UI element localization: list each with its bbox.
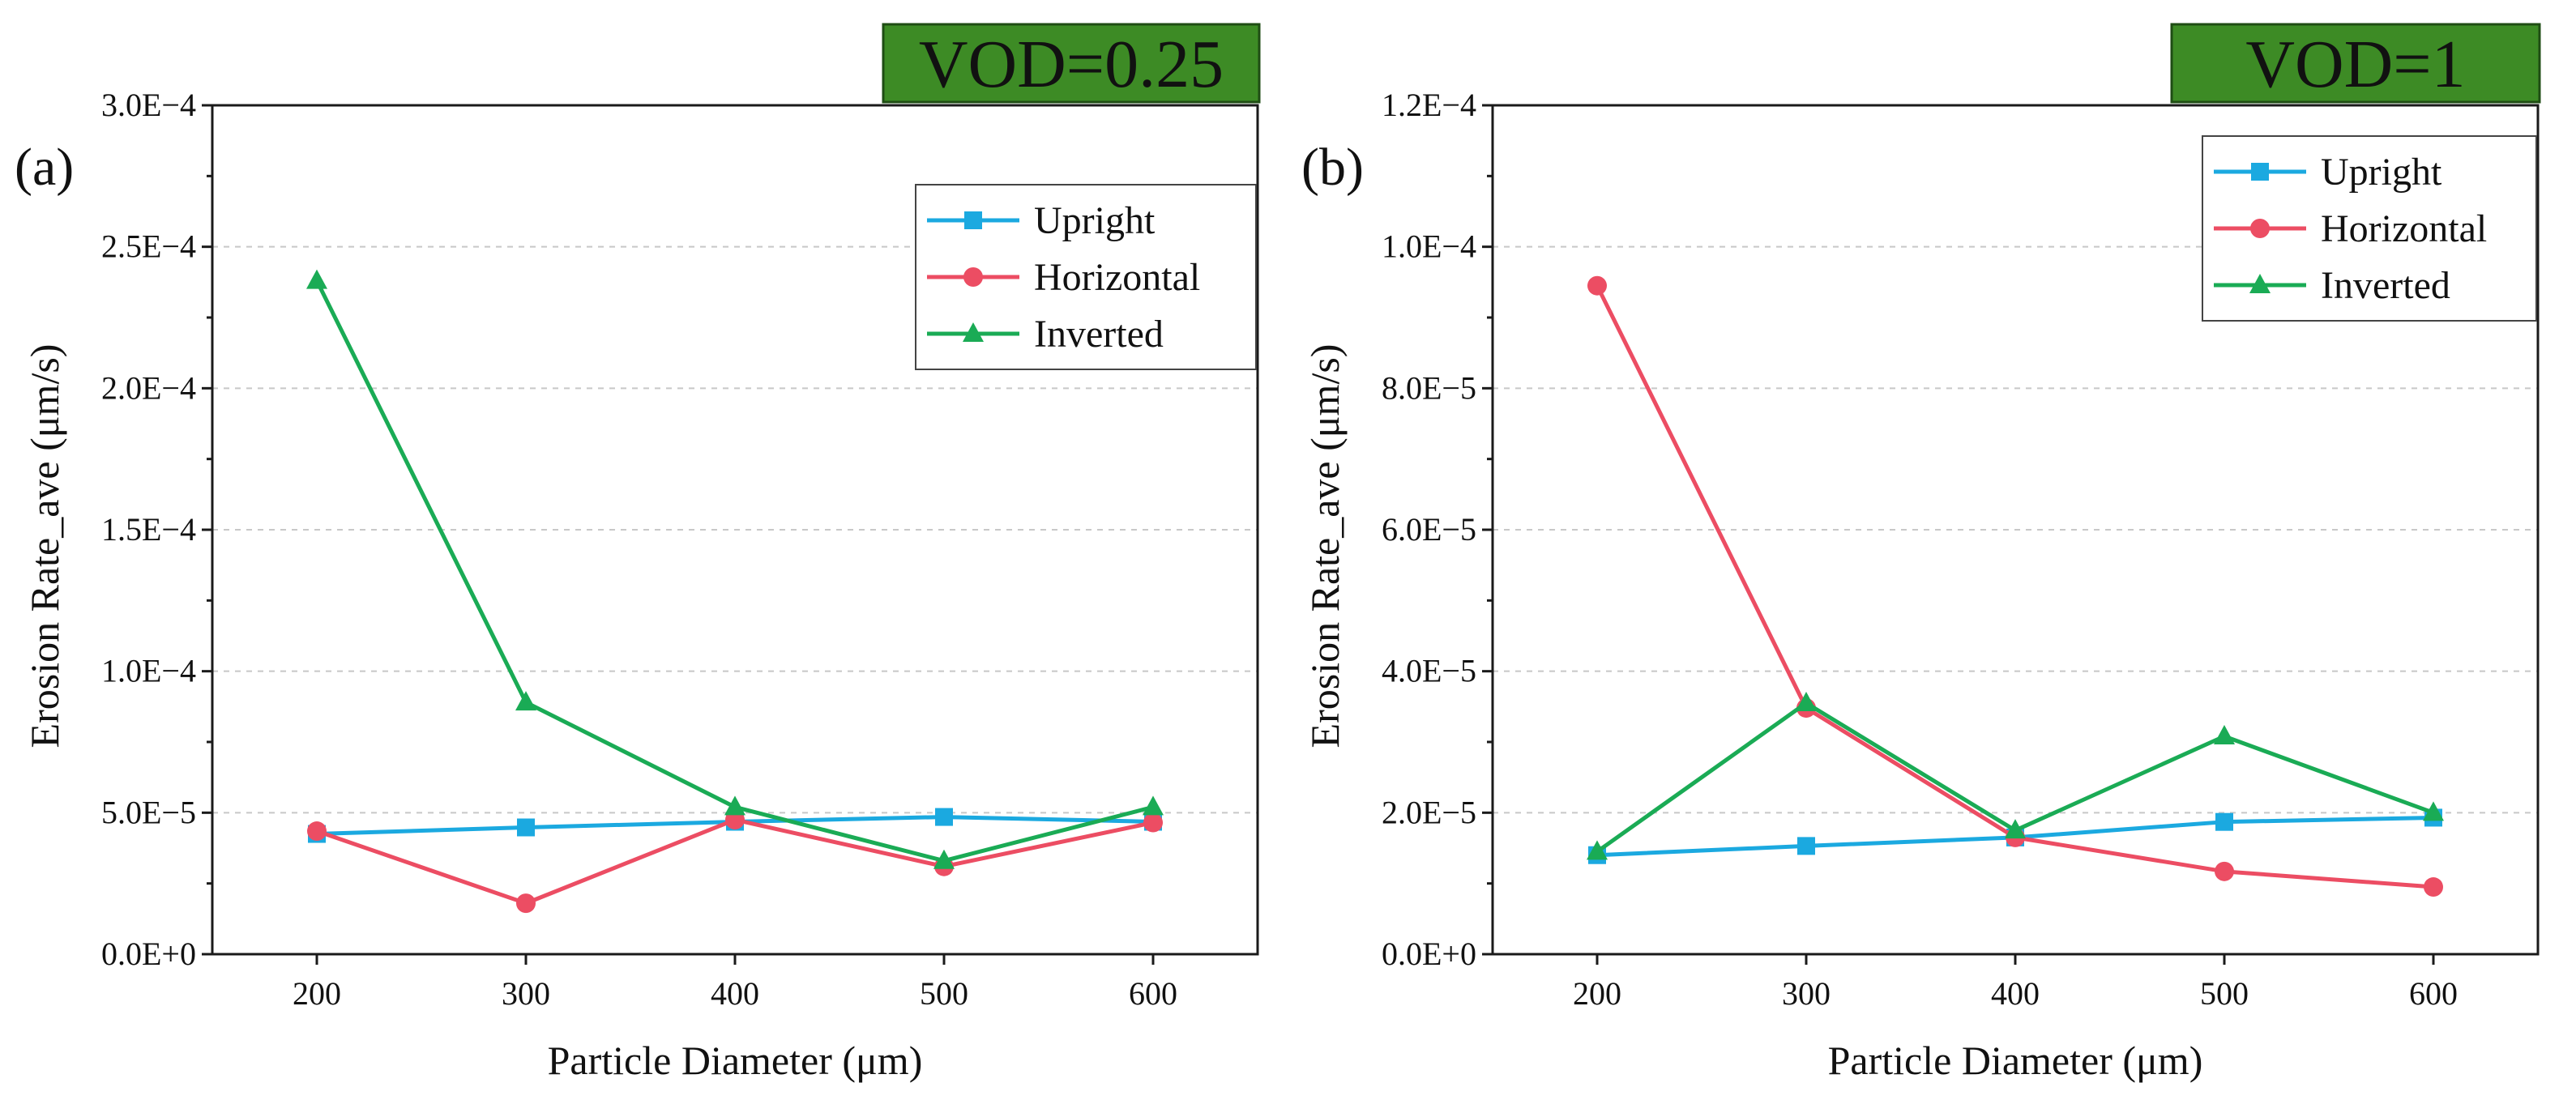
y-tick-label: 0.0E+0 [1382, 936, 1476, 972]
series-line [1595, 284, 2434, 889]
x-tick-label: 200 [293, 975, 341, 1012]
x-axis-title: Particle Diameter (μm) [548, 1038, 923, 1083]
legend-marker-circle [2250, 219, 2270, 238]
chart-panel-b: VOD=1 (b) 0.0E+0 2.0E−5 4.0E−5 6.0E−5 8.0E−5 1.… [1301, 23, 2541, 1083]
x-tick-label: 500 [2200, 975, 2249, 1012]
data-point [1796, 691, 1817, 711]
vod-banner [882, 23, 1261, 104]
data-point [307, 821, 327, 842]
data-point [1143, 795, 1164, 816]
legend-label: Upright [2321, 151, 2442, 194]
legend-label: Horizontal [1034, 256, 1200, 299]
data-point [306, 269, 327, 289]
legend-label: Upright [1034, 199, 1156, 242]
data-point [1797, 837, 1815, 855]
legend: Upright Horizontal Inverted [915, 184, 1257, 370]
series-inverted [306, 269, 1164, 869]
y-tick-label: 2.0E−4 [101, 369, 196, 406]
y-tick-label: 1.5E−4 [101, 511, 196, 548]
data-point [517, 818, 535, 837]
legend-marker-circle [963, 267, 983, 287]
legend-label: Inverted [1034, 313, 1164, 356]
panel-label: (a) [15, 138, 74, 197]
data-point [516, 893, 536, 914]
x-tick-label: 600 [1129, 975, 1177, 1012]
y-axis-title: Erosion Rate_ave (μm/s) [22, 344, 67, 748]
y-tick-label: 1.0E−4 [101, 653, 196, 689]
y-tick-label: 6.0E−5 [1382, 511, 1476, 548]
legend: Upright Horizontal Inverted [2202, 135, 2537, 322]
series-horizontal [1587, 275, 2443, 897]
y-tick-label: 5.0E−5 [101, 794, 196, 830]
legend-marker-square [2251, 163, 2269, 181]
x-tick-label: 200 [1573, 975, 1621, 1012]
legend-marker-triangle [963, 322, 984, 342]
legend-label: Horizontal [2321, 207, 2487, 250]
data-point [2214, 725, 2235, 745]
data-point [1587, 840, 1608, 860]
data-point [2424, 877, 2443, 897]
y-tick-label: 2.5E−4 [101, 228, 196, 265]
y-tick-label: 2.0E−5 [1382, 794, 1476, 830]
vod-banner-label: VOD=1 [2245, 27, 2465, 102]
y-tick-label: 1.0E−4 [1382, 228, 1476, 265]
x-axis-title: Particle Diameter (μm) [1828, 1038, 2203, 1083]
series-line [316, 817, 1154, 906]
x-tick-label: 300 [502, 975, 550, 1012]
data-point [2215, 861, 2234, 881]
y-tick-label: 1.2E−4 [1382, 87, 1476, 123]
vod-banner [2170, 23, 2541, 104]
y-tick-label: 0.0E+0 [101, 936, 196, 972]
x-tick-label: 400 [1991, 975, 2040, 1012]
x-tick-label: 300 [1782, 975, 1831, 1012]
data-point [515, 691, 536, 711]
data-point [1587, 275, 1607, 296]
legend-marker-triangle [2249, 274, 2271, 293]
data-point [2005, 819, 2026, 839]
data-point [1143, 812, 1163, 833]
data-point [2215, 812, 2233, 831]
legend-marker-square [964, 211, 982, 229]
data-point [2423, 801, 2444, 821]
legend-label: Inverted [2321, 264, 2450, 307]
y-axis-title: Erosion Rate_ave (μm/s) [1302, 344, 1348, 748]
series-inverted [1587, 691, 2444, 860]
data-point [935, 808, 953, 826]
data-point [724, 795, 745, 816]
series-horizontal [307, 810, 1163, 914]
x-tick-label: 400 [711, 975, 759, 1012]
vod-banner-label: VOD=0.25 [919, 27, 1224, 102]
x-tick-label: 600 [2409, 975, 2458, 1012]
y-tick-label: 4.0E−5 [1382, 653, 1476, 689]
chart-panel-a: VOD=0.25 (a) 0.0E+0 5.0E−5 1.0E−4 1.5E−4 2.0E−… [15, 23, 1261, 1083]
y-tick-label: 8.0E−5 [1382, 369, 1476, 406]
y-tick-label: 3.0E−4 [101, 87, 196, 123]
panel-label: (b) [1301, 138, 1364, 197]
data-point [933, 849, 955, 869]
x-tick-label: 500 [920, 975, 968, 1012]
